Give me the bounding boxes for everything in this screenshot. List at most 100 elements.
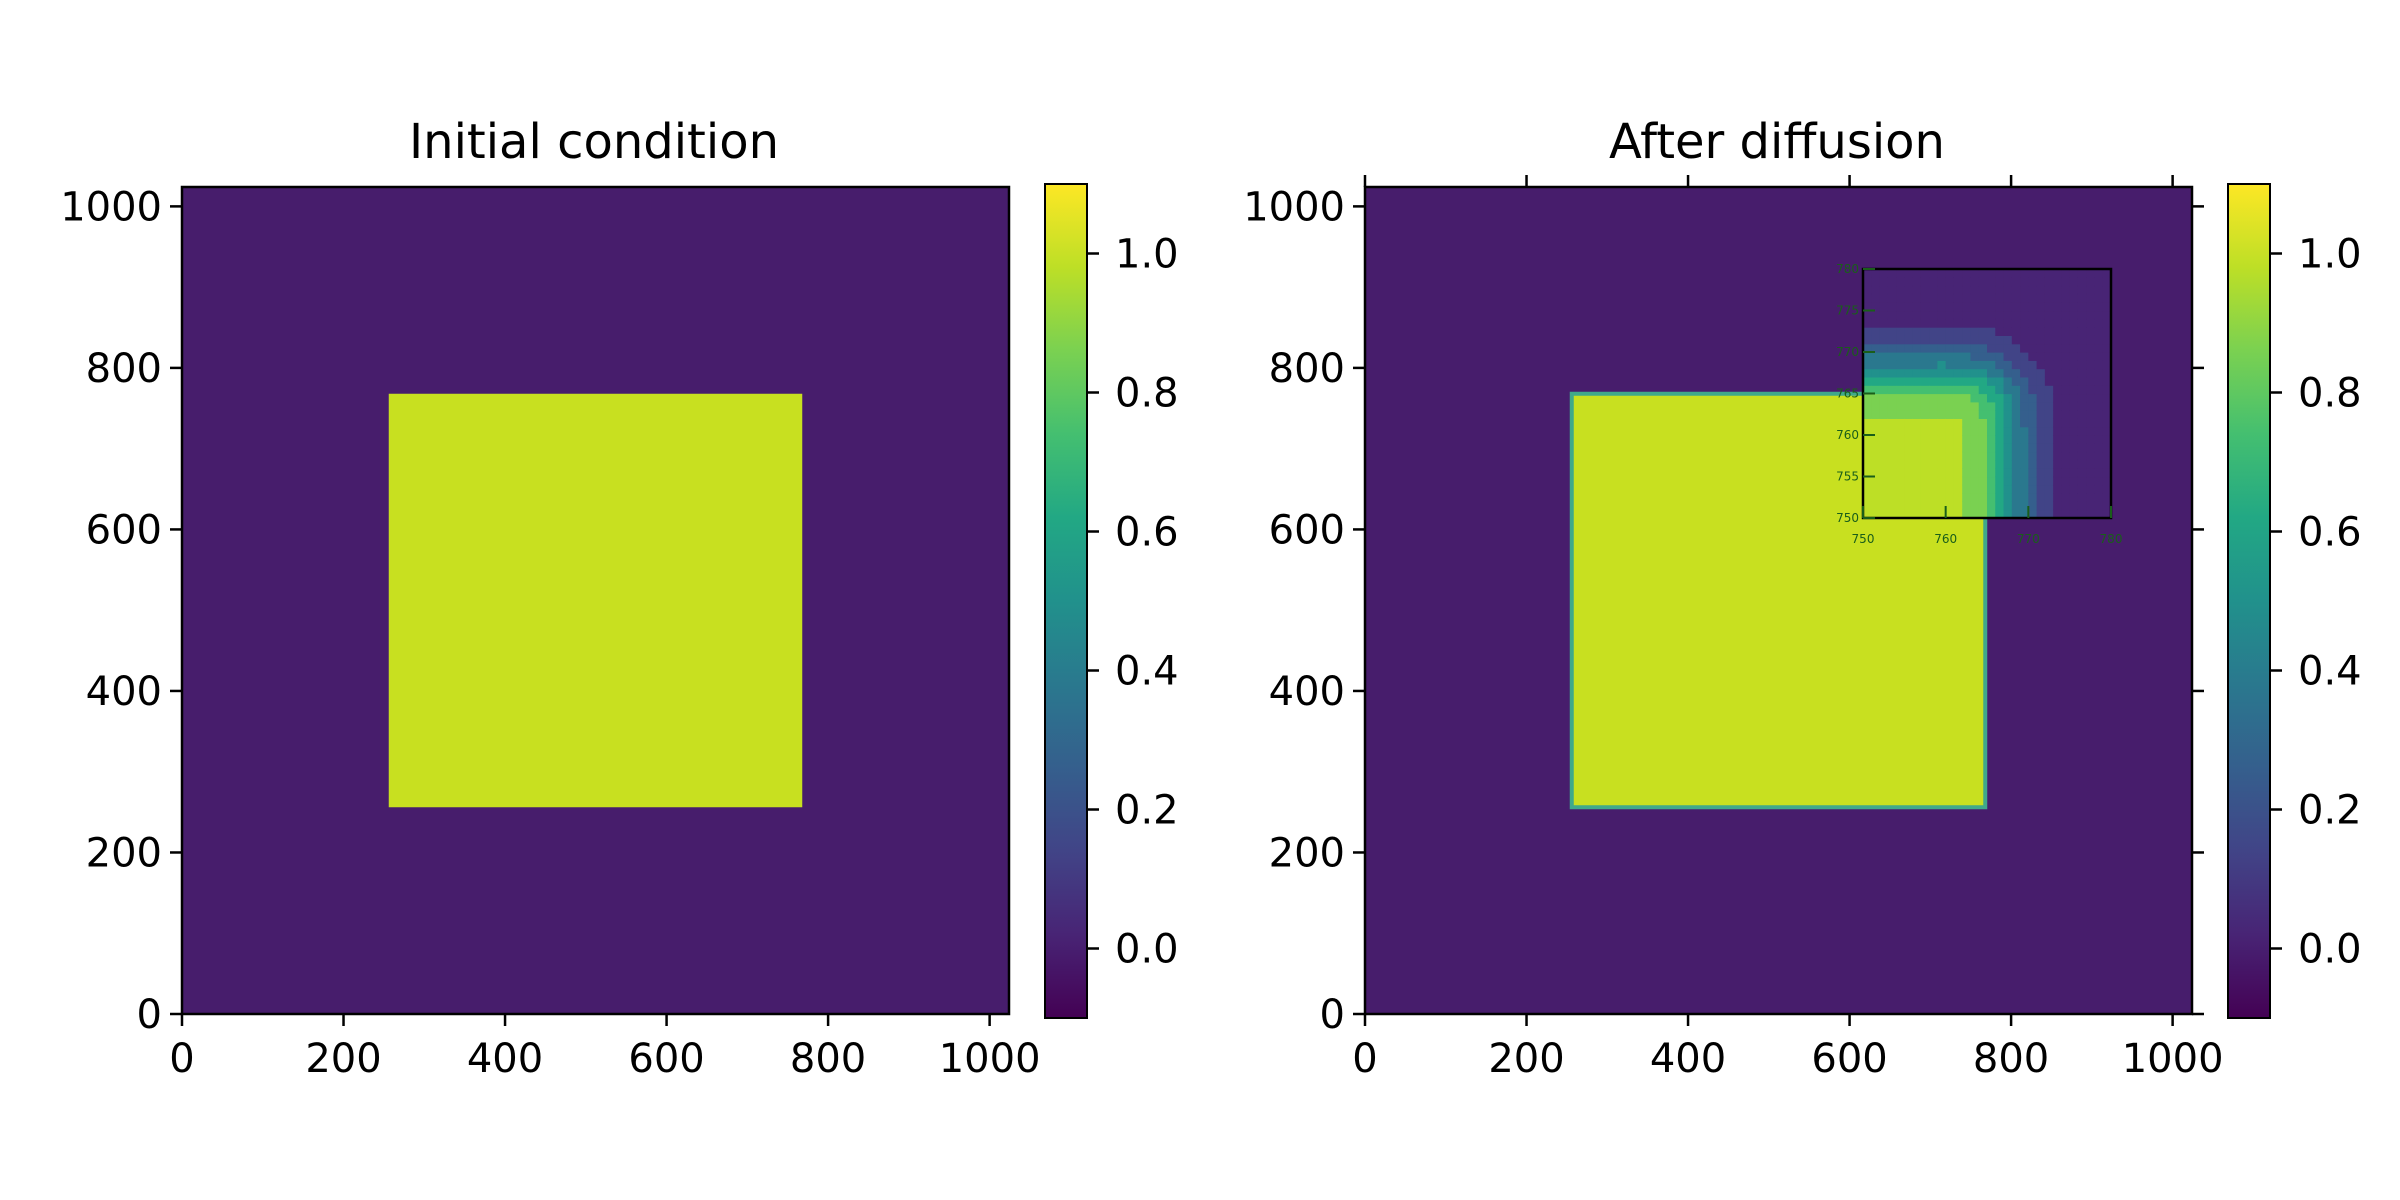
inset-cell [1929, 343, 1938, 353]
inset-cell [1879, 493, 1889, 502]
colorbar-ticks: 0.0 0.2 0.4 0.6 0.8 1.0 [1087, 232, 1179, 973]
inset-cell [1896, 343, 1905, 353]
y-tick-label: 600 [1269, 507, 1345, 553]
inset-cell [2069, 293, 2079, 303]
inset-cell [1887, 418, 1897, 428]
inset-cell [2094, 509, 2104, 519]
inset-cell [1896, 277, 1905, 287]
inset-cell [2011, 385, 2021, 395]
inset-cell [2044, 418, 2054, 428]
x-tick-label: 0 [1352, 1036, 1377, 1082]
inset-cell [1995, 426, 2005, 436]
inset-cell [2036, 285, 2046, 295]
inset-cell [1978, 426, 1988, 436]
inset-cell [1945, 443, 1955, 453]
inset-cell [2069, 501, 2079, 511]
inset-cell [1995, 484, 2005, 494]
inset-cell [2061, 476, 2071, 486]
inset-cell [1879, 509, 1889, 519]
inset-cell [2102, 401, 2112, 411]
inset-cell [2053, 443, 2062, 453]
inset-cell [2020, 376, 2029, 386]
inset-cell [1953, 318, 1963, 328]
inset-cell [1953, 327, 1963, 336]
inset-cell [2102, 476, 2112, 486]
inset-cell [1937, 451, 1947, 461]
inset-cell [1896, 435, 1905, 444]
inset-cell [2053, 385, 2062, 395]
inset-cell [2003, 293, 2013, 303]
inset-cell [1987, 352, 1996, 361]
inset-cell [1978, 493, 1988, 502]
inset-cell [2044, 459, 2054, 469]
inset-cell [2086, 269, 2096, 278]
inset-cell [1871, 410, 1881, 419]
inset-cell [1912, 368, 1922, 378]
inset-cell [2094, 318, 2104, 328]
inset-cell [2036, 293, 2046, 303]
inset-cell [1995, 302, 2005, 312]
inset-cell [2036, 310, 2046, 320]
inset-cell [1945, 435, 1955, 444]
inset-cell [1953, 443, 1963, 453]
inset-cell [1920, 277, 1930, 287]
inset-cell [2044, 385, 2054, 395]
inset-cell [1953, 277, 1963, 287]
inset-cell [2028, 393, 2038, 403]
inset-cell [2102, 293, 2112, 303]
inset-cell [1904, 484, 1914, 494]
inset-cell [2036, 476, 2046, 486]
inset-cell [1863, 468, 1872, 478]
inset-cell [2044, 327, 2054, 336]
inset-cell [1987, 451, 1996, 461]
inset-cell [1904, 509, 1914, 519]
inset-cell [1978, 385, 1988, 395]
inset-cell [1920, 376, 1930, 386]
inset-cell [1995, 476, 2005, 486]
inset-cell [2011, 509, 2021, 519]
inset-cell [2020, 327, 2029, 336]
inset-cell [2020, 443, 2029, 453]
inset-cell [1904, 376, 1914, 386]
inset-cell [2011, 269, 2021, 278]
inset-cell [1937, 393, 1947, 403]
inset-cell [2044, 509, 2054, 519]
inset-cell [1995, 468, 2005, 478]
inset-cell [1863, 318, 1872, 328]
inset-cell [1945, 493, 1955, 502]
inset-cell [2102, 484, 2112, 494]
inset-cell [1945, 269, 1955, 278]
inset-cell [2044, 285, 2054, 295]
inset-cell [2053, 476, 2062, 486]
inset-cell [1887, 401, 1897, 411]
inset-cell [1978, 501, 1988, 511]
inset-cell [2069, 352, 2079, 361]
inset-cell [1995, 393, 2005, 403]
inset-cell [1863, 352, 1872, 361]
inset-cell [1953, 493, 1963, 502]
inset-cell [2036, 343, 2046, 353]
inset-cell [1970, 277, 1980, 287]
inset-cell [2069, 451, 2079, 461]
inset-cell [2020, 493, 2029, 502]
y-tick-label: 600 [86, 507, 162, 553]
inset-cell [1970, 418, 1980, 428]
inset-cell [1879, 476, 1889, 486]
inset-cell [2003, 285, 2013, 295]
inset-cell [1871, 501, 1881, 511]
inset-cell [1970, 385, 1980, 395]
inset-cell [1896, 352, 1905, 361]
inset-cell [1987, 410, 1996, 419]
inset-cell [1978, 343, 1988, 353]
inset-cell [2020, 509, 2029, 519]
inset-cell [2053, 310, 2062, 320]
inset-cell [1995, 277, 2005, 287]
inset-cell [1953, 368, 1963, 378]
y-tick-label: 0 [137, 992, 162, 1038]
inset-cell [1912, 293, 1922, 303]
inset-cell [2061, 418, 2071, 428]
inset-cell [2044, 293, 2054, 303]
inset-cell [2061, 393, 2071, 403]
inset-cell [2094, 343, 2104, 353]
inset-cell [1987, 493, 1996, 502]
